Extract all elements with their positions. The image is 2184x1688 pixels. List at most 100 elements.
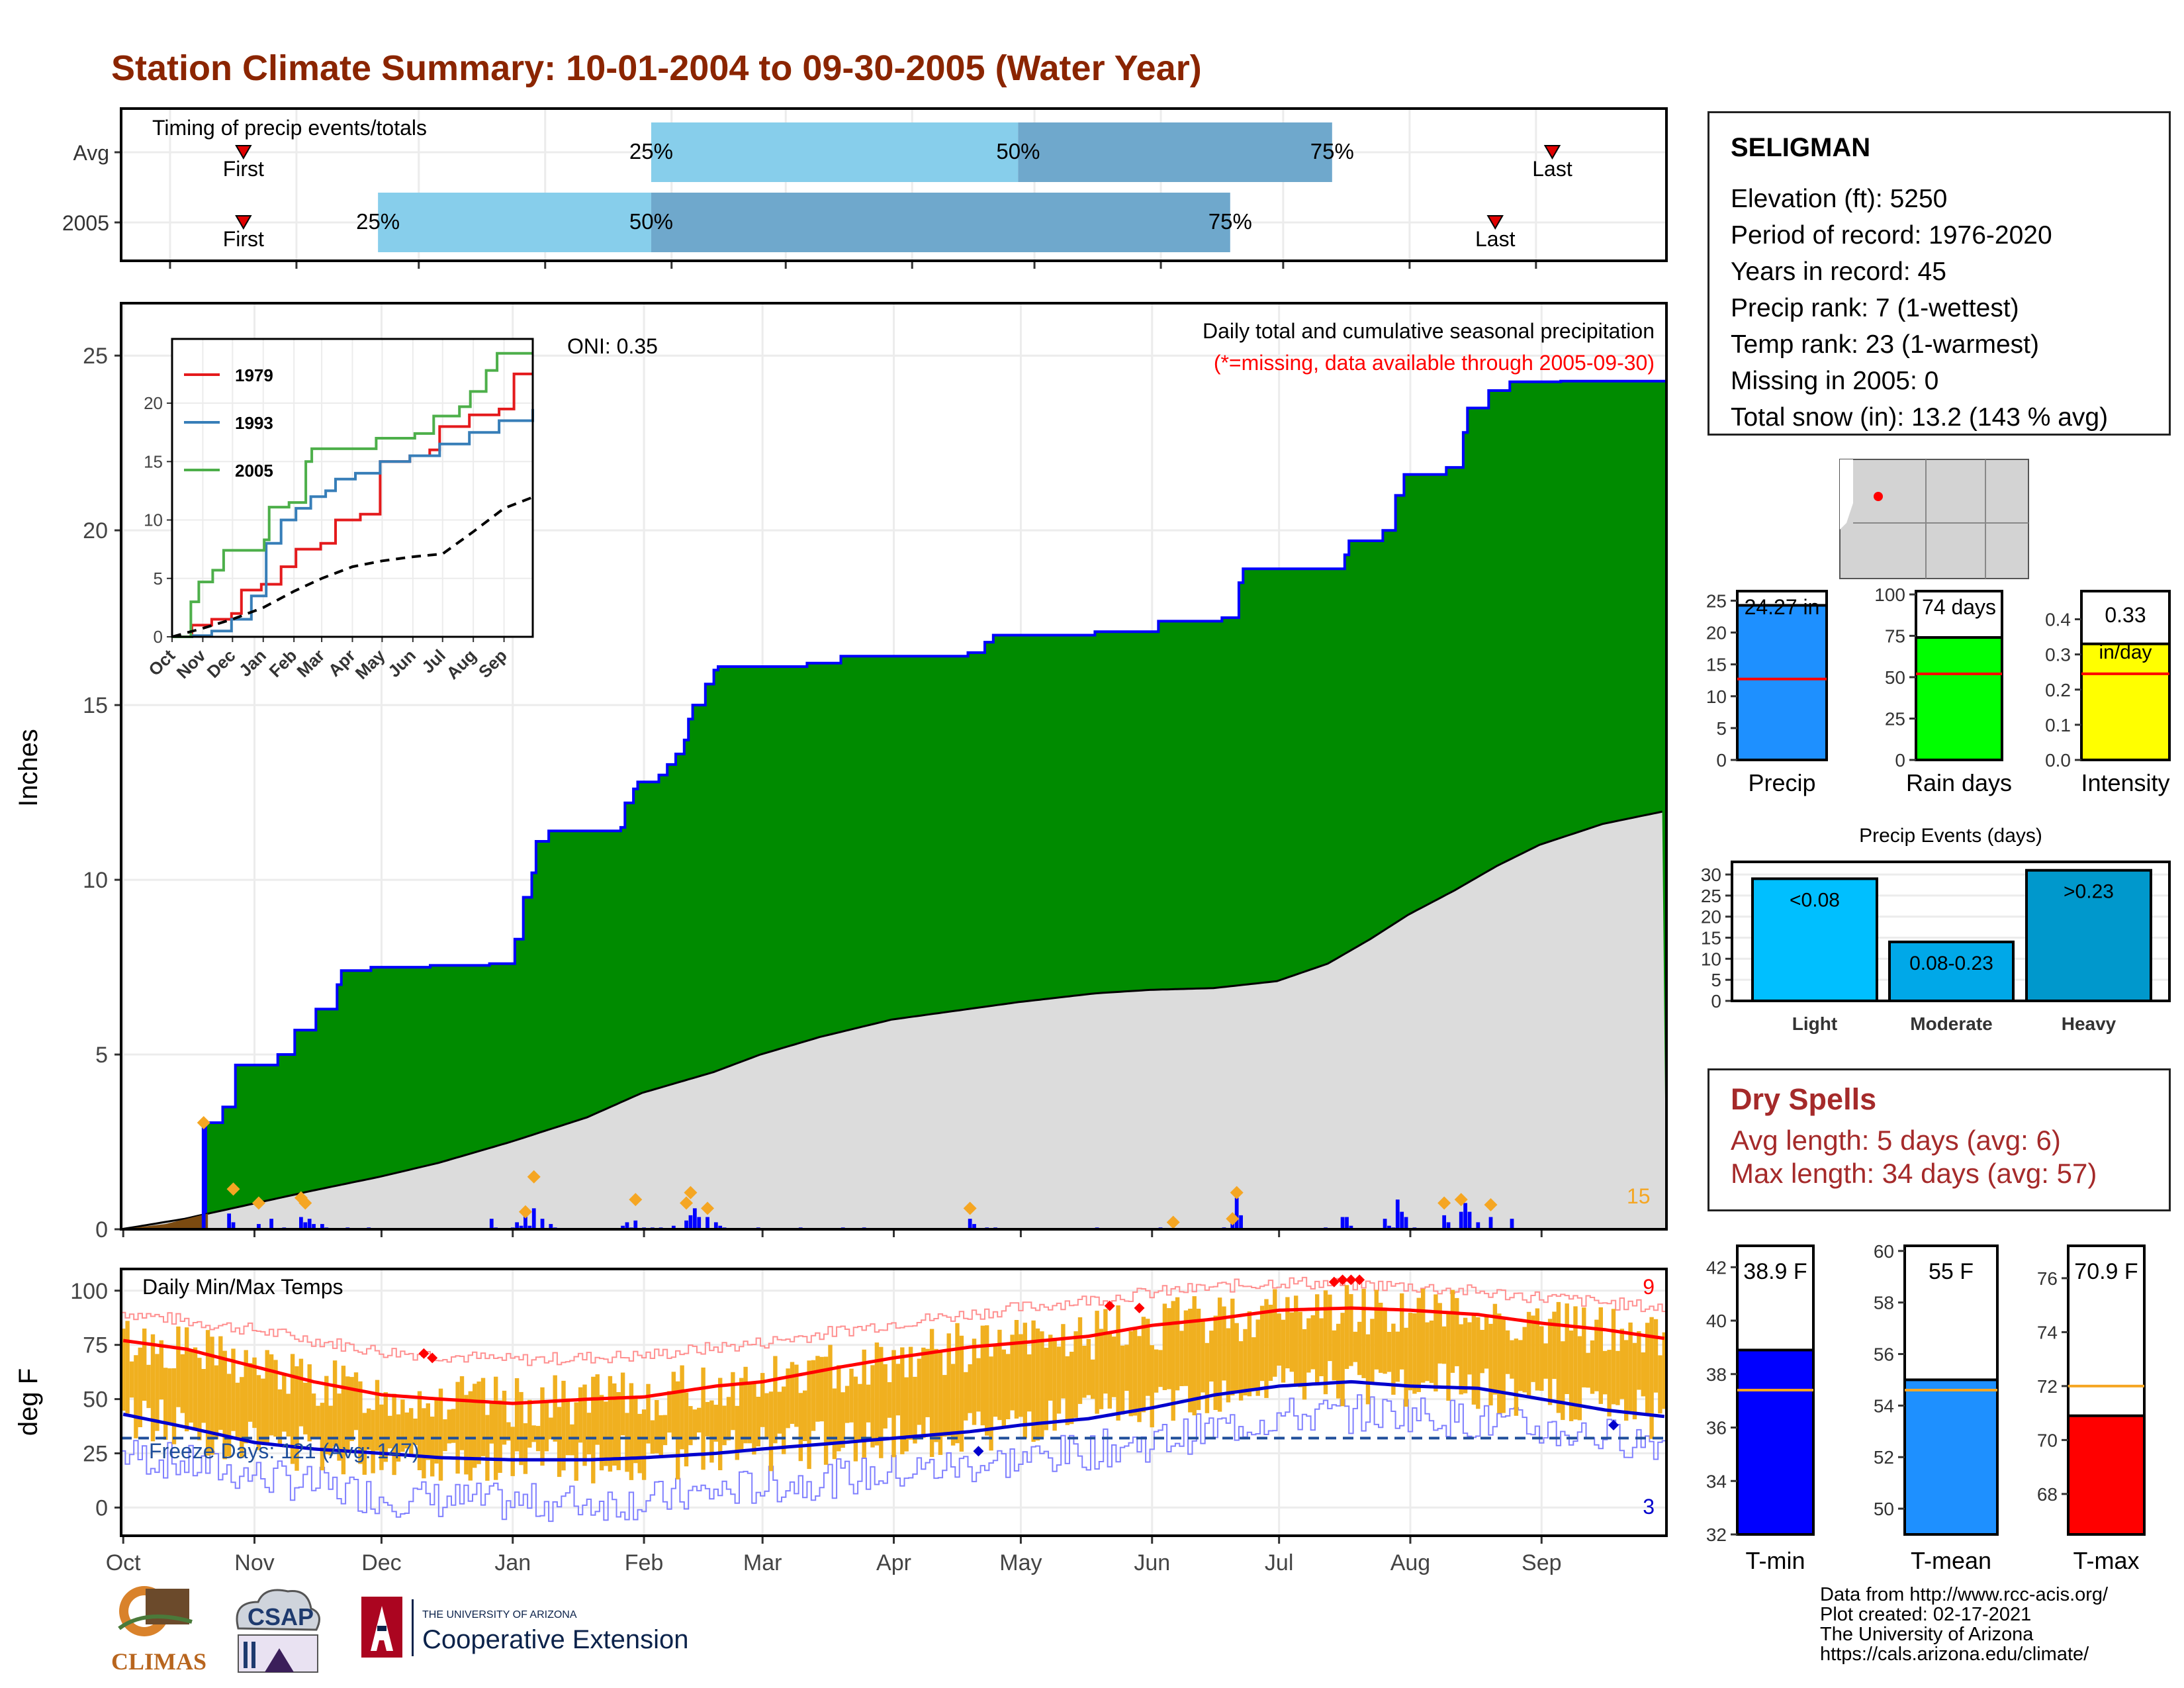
daily-temp-bar [950,1364,956,1446]
daily-temp-bar [438,1388,443,1481]
daily-temp-bar [358,1381,363,1464]
daily-temp-bar [1323,1290,1328,1395]
daily-temp-bar [794,1364,799,1427]
daily-precip-bar [968,1219,972,1229]
record-daily-precip-marker [197,1115,210,1129]
daily-temp-bar [1441,1326,1447,1364]
daily-temp-bar [637,1413,642,1474]
daily-temp-bar [1421,1289,1426,1383]
daily-temp-bar [942,1375,947,1437]
timing-last-marker [1543,145,1561,160]
daily-temp-bar [197,1358,202,1440]
daily-precip-bar [633,1220,638,1229]
daily-temp-bar [218,1336,223,1430]
daily-temp-bar [1205,1342,1210,1413]
temp-summary-y-tick-label: 32 [1706,1524,1727,1545]
daily-temp-bar [1455,1297,1459,1366]
daily-temp-bar [185,1327,189,1432]
daily-temp-bar [1615,1350,1620,1405]
daily-temp-bar [768,1391,774,1472]
daily-temp-bar [1645,1323,1650,1414]
daily-temp-bar [510,1427,515,1476]
daily-precip-bar [231,1222,236,1229]
daily-temp-bar [1514,1338,1519,1416]
temp-summary-y-tick-label: 34 [1706,1471,1727,1491]
daily-temp-bar [1222,1306,1226,1381]
daily-temp-bar [1010,1335,1015,1411]
daily-temp-bar [1662,1332,1666,1409]
daily-temp-bar [1095,1311,1099,1414]
record-daily-precip-marker [1226,1212,1240,1226]
timing-last-marker [1486,215,1504,230]
daily-temp-bar [553,1375,557,1442]
timing-title: Timing of precip events/totals [152,116,427,140]
daily-temp-bar [1238,1341,1244,1401]
precip-summary-label: Rain days [1906,769,2012,796]
daily-temp-bar [519,1391,523,1466]
daily-precip-bar [1383,1219,1387,1229]
daily-temp-bar [1226,1328,1231,1403]
daily-temp-bar [1395,1331,1400,1382]
daily-temp-bar [1230,1298,1235,1395]
temp-summary-y-tick-label: 70 [2037,1430,2058,1450]
temp-summary-y-tick-label: 56 [1874,1344,1894,1365]
events-category-label: Light [1792,1013,1837,1034]
daily-temp-bar [1298,1311,1302,1387]
record-low-marker [1608,1419,1619,1430]
figure-title: Station Climate Summary: 10-01-2004 to 0… [111,48,1202,88]
daily-temp-bar [214,1365,219,1440]
daily-temp-bar [722,1405,727,1446]
daily-temp-bar [273,1360,278,1437]
daily-temp-bar [662,1415,668,1446]
record-daily-precip-marker [684,1186,698,1199]
daily-temp-bar [633,1398,638,1464]
daily-temp-bar [1306,1318,1311,1373]
events-y-tick-label: 25 [1701,886,1721,906]
daily-precip-bar [523,1215,527,1229]
daily-temp-bar [1243,1329,1248,1395]
daily-temp-bar [913,1376,917,1444]
daily-temp-bar [1255,1319,1260,1396]
record-daily-precip-marker [1454,1193,1468,1207]
daily-temp-bar [362,1413,367,1475]
daily-temp-bar [1027,1354,1032,1412]
events-y-tick-label: 30 [1701,865,1721,885]
daily-temp-bar [1061,1324,1066,1399]
daily-temp-bar [1336,1323,1341,1399]
daily-temp-bar [417,1391,422,1470]
precip-summary-unit: in/day [2099,641,2152,663]
events-bar-label: 0.08-0.23 [1909,953,1993,974]
daily-precip-bar [1488,1217,1493,1229]
daily-temp-bar [815,1356,820,1422]
daily-temp-bar [591,1376,596,1483]
cumulative-precip-line [121,379,1666,1231]
daily-temp-bar [1603,1350,1608,1395]
daily-precip-bar [1230,1222,1235,1229]
daily-temp-bar [887,1382,892,1418]
daily-temp-bar [798,1393,803,1462]
temp-summary-label: T-mean [1911,1547,1991,1574]
timing-first-marker [235,215,252,230]
average-tmin-line [122,1380,1665,1462]
daily-temp-bar [349,1377,354,1441]
daily-temp-bar [1408,1313,1413,1391]
daily-temp-bar [328,1405,333,1456]
daily-temp-bar [620,1372,625,1436]
precip-summary-y-tick-label: 50 [1885,667,1905,688]
daily-temp-bar [1285,1297,1290,1369]
daily-temp-bar [167,1368,172,1425]
temps-x-tick-label: Nov [234,1550,274,1575]
daily-precip-bar [625,1222,629,1229]
temps-y-tick-label: 100 [70,1279,108,1304]
daily-temp-bar [1619,1329,1624,1399]
daily-temp-bar [1391,1323,1396,1395]
timing-last-label: Last [1532,157,1572,181]
daily-temp-bar [265,1350,269,1445]
temps-x-tick-label: Aug [1390,1550,1431,1575]
daily-temp-bar [786,1368,790,1429]
daily-temp-bar [595,1374,600,1445]
daily-temp-bar [506,1422,511,1441]
daily-temp-bar [667,1391,672,1433]
